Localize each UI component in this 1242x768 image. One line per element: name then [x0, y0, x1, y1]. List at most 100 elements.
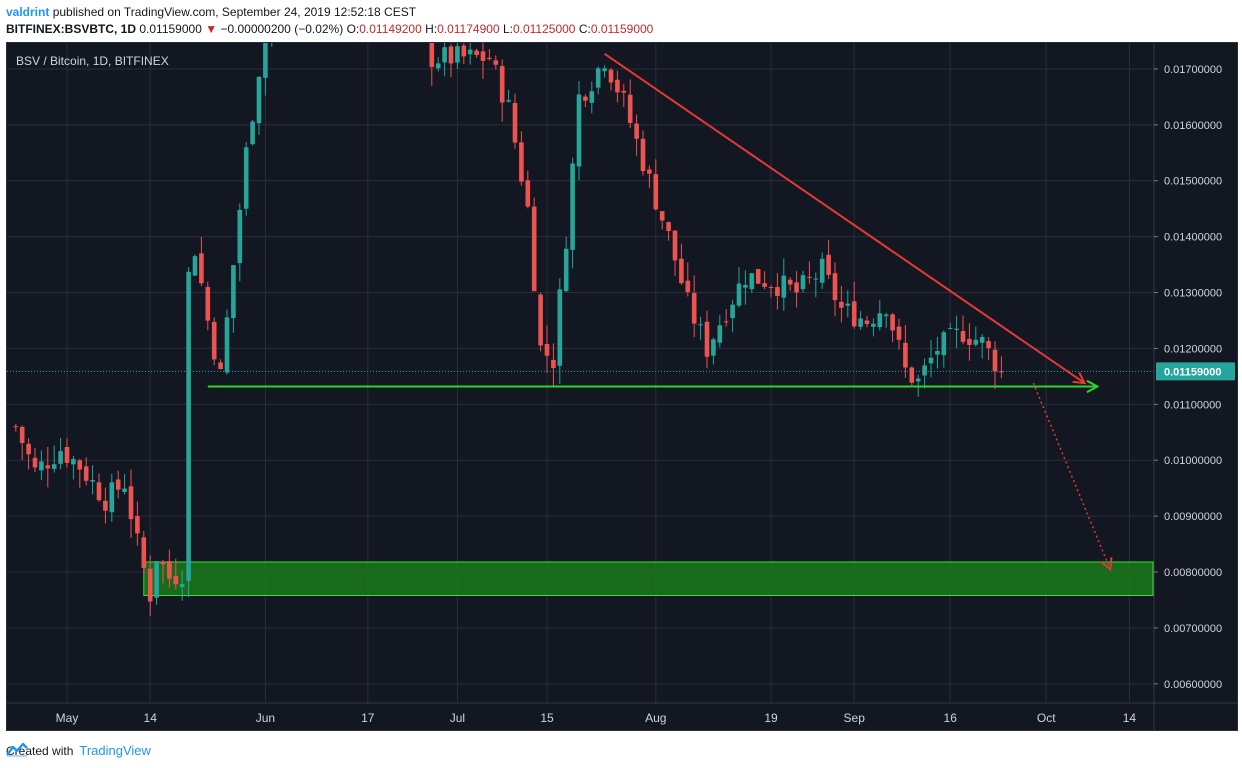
candle	[615, 70, 620, 103]
candle	[839, 286, 844, 323]
publish-info: valdrint published on TradingView.com, S…	[6, 5, 416, 19]
candle	[672, 230, 678, 276]
candle	[442, 43, 447, 77]
candle	[122, 473, 127, 495]
candle	[544, 325, 550, 373]
price-tick-label: 0.01500000	[1164, 176, 1222, 188]
candle	[71, 456, 76, 480]
candle	[115, 470, 121, 499]
candle	[627, 79, 633, 128]
candle	[256, 76, 262, 135]
candle	[32, 448, 38, 473]
time-tick-label: 17	[361, 711, 375, 725]
candle	[435, 57, 441, 72]
price-change: −0.00000200 (−0.02%)	[220, 22, 344, 36]
symbol-info: BITFINEX:BSVBTC, 1D 0.01159000 ▼ −0.0000…	[6, 22, 653, 36]
close-value: 0.01159000	[590, 22, 654, 36]
resistance-arrowhead-icon	[1072, 371, 1087, 385]
candle	[858, 311, 863, 330]
candle	[64, 438, 70, 468]
time-tick-label: Jul	[450, 711, 465, 725]
candle	[794, 271, 799, 308]
candle	[551, 343, 556, 388]
candle	[58, 437, 63, 470]
candle	[13, 423, 19, 432]
candle	[871, 318, 876, 337]
candle	[640, 130, 646, 176]
candle	[634, 114, 639, 156]
candle	[493, 55, 499, 70]
candle	[45, 446, 51, 488]
price-tick-label: 0.00600000	[1164, 679, 1222, 691]
candle	[199, 236, 204, 287]
candle	[896, 318, 902, 350]
candle	[666, 221, 671, 241]
chart-panel[interactable]: 0.01700000 0.01600000 0.01500000 0.01400000…	[6, 42, 1238, 731]
candle	[749, 272, 755, 293]
price-tick-label: 0.01000000	[1164, 455, 1222, 467]
candle	[455, 43, 460, 70]
current-price-tag: 0.01159000	[1156, 362, 1235, 381]
candle	[647, 165, 652, 188]
candle	[864, 315, 870, 328]
candle	[83, 457, 89, 486]
high-value: 0.01174900	[437, 22, 500, 36]
price-tick-label: 0.01300000	[1164, 288, 1222, 300]
candle	[762, 271, 767, 290]
high-label: H:	[425, 22, 438, 36]
symbol-label: BITFINEX:BSVBTC, 1D	[6, 22, 137, 36]
candle	[800, 270, 806, 293]
candle	[935, 336, 940, 369]
candle	[461, 43, 467, 64]
candle	[922, 358, 927, 389]
candle	[819, 252, 825, 289]
candle	[192, 254, 198, 277]
candle	[224, 309, 230, 375]
candle	[563, 236, 569, 293]
candle	[941, 330, 947, 368]
time-tick-label: Oct	[1037, 711, 1056, 725]
author-link[interactable]: valdrint	[6, 5, 50, 19]
candle	[723, 309, 729, 327]
time-axis[interactable]: May 14 Jun 17 Jul 15 Aug 19 Sep 16 Oct 14	[56, 711, 1137, 725]
candle	[141, 530, 147, 575]
candle	[538, 292, 543, 352]
time-tick-label: Jun	[256, 711, 275, 725]
candle	[851, 281, 857, 329]
candle	[128, 469, 134, 539]
candle	[179, 570, 185, 601]
price-tick-label: 0.01700000	[1164, 64, 1222, 76]
candle	[883, 312, 889, 328]
candle	[679, 243, 684, 285]
tradingview-brand[interactable]: TradingView	[79, 743, 151, 758]
candle	[832, 262, 838, 317]
candle	[909, 366, 915, 386]
candle	[506, 89, 511, 103]
candle	[992, 341, 998, 390]
time-tick-label: 15	[540, 711, 554, 725]
chart-title: BSV / Bitcoin, 1D, BITFINEX	[16, 54, 169, 68]
low-label: L:	[502, 22, 513, 36]
candle	[787, 277, 793, 291]
candle	[135, 501, 140, 546]
target-projection-line[interactable]	[1032, 382, 1111, 570]
candle	[781, 258, 787, 311]
candle	[480, 43, 486, 79]
candle	[973, 326, 979, 347]
resistance-trendline[interactable]	[604, 53, 1086, 384]
candle	[768, 285, 774, 298]
candle	[474, 48, 479, 58]
candle	[237, 203, 243, 282]
candle	[755, 268, 761, 285]
candle	[154, 560, 159, 605]
price-axis[interactable]: 0.01700000 0.01600000 0.01500000 0.01400000…	[1154, 64, 1222, 691]
support-zone[interactable]	[143, 561, 1154, 597]
price-chart[interactable]: 0.01700000 0.01600000 0.01500000 0.01400000…	[7, 43, 1237, 730]
candle	[147, 555, 153, 616]
footer: Created with TradingView	[6, 743, 151, 758]
candle	[659, 211, 665, 230]
candle	[685, 262, 691, 297]
current-price-label: 0.01159000	[1164, 366, 1222, 378]
candle	[570, 157, 575, 269]
candle	[250, 119, 255, 146]
